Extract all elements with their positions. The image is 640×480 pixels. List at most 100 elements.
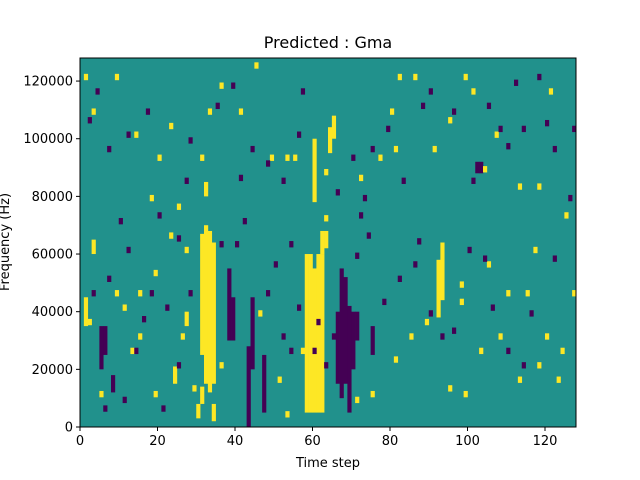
heatmap-high-cell <box>390 108 395 115</box>
heatmap-low-band <box>347 305 352 413</box>
heatmap-high-cell <box>180 333 185 340</box>
x-tick-label: 20 <box>149 434 166 449</box>
x-tick-label: 40 <box>227 434 244 449</box>
y-axis-label: Frequency (Hz) <box>0 193 13 291</box>
heatmap-low-cell <box>506 143 511 150</box>
heatmap-low-cell <box>312 347 317 355</box>
heatmap-low-band <box>99 326 104 370</box>
heatmap-high-cell <box>479 347 484 355</box>
heatmap-high-cell <box>91 108 96 115</box>
heatmap-low-cell <box>382 298 387 306</box>
heatmap-high-cell <box>556 376 561 383</box>
heatmap-high-cell <box>409 333 414 340</box>
heatmap-low-band <box>231 297 236 341</box>
heatmap-low-cell <box>215 102 220 110</box>
heatmap-high-cell <box>517 183 523 190</box>
heatmap-low-band <box>370 326 375 355</box>
heatmap-high-cell <box>258 310 263 317</box>
heatmap-high-cell <box>153 390 158 398</box>
heatmap-low-cell <box>289 241 294 248</box>
heatmap-low-cell <box>428 310 433 317</box>
heatmap-low-cell <box>498 125 503 133</box>
heatmap-high-cell <box>87 318 92 326</box>
heatmap-low-cell <box>506 347 511 355</box>
heatmap-high-cell <box>459 298 464 306</box>
heatmap-high-band <box>184 311 189 327</box>
heatmap-low-cell <box>176 362 182 369</box>
y-axis-ticks: 0 20000 40000 60000 80000 100000 120000 <box>23 75 80 436</box>
heatmap-low-cell <box>440 333 445 340</box>
heatmap-low-cell <box>145 108 151 115</box>
heatmap-low-cell <box>87 117 92 124</box>
heatmap-high-cell <box>537 183 542 190</box>
heatmap-low-cell <box>122 396 127 404</box>
heatmap-low-cell <box>188 137 193 144</box>
heatmap-low-cell <box>355 252 360 259</box>
heatmap-high-cell <box>138 290 143 297</box>
heatmap-low-cell <box>467 246 472 254</box>
heatmap-low-cell <box>91 290 96 297</box>
heatmap-high-cell <box>548 88 554 95</box>
heatmap-low-cell <box>545 119 550 127</box>
heatmap-low-cell <box>188 290 193 297</box>
heatmap-low-cell <box>552 255 557 262</box>
heatmap-low-band <box>355 311 360 341</box>
heatmap-high-cell <box>149 194 154 202</box>
heatmap-high-band <box>312 138 317 203</box>
heatmap-high-cell <box>397 73 402 81</box>
heatmap-low-band <box>343 277 348 384</box>
heatmap-high-cell <box>324 215 329 222</box>
heatmap-low-cell <box>428 88 433 95</box>
heatmap-low-cell <box>366 232 371 239</box>
heatmap-low-cell <box>490 304 495 311</box>
heatmap-low-cell <box>572 125 577 133</box>
heatmap-high-cell <box>370 390 375 398</box>
heatmap-low-cell <box>417 238 422 245</box>
heatmap-high-band <box>320 230 325 255</box>
heatmap-high-band <box>440 242 445 301</box>
heatmap-high-cell <box>269 154 275 161</box>
heatmap-high-cell <box>99 390 104 398</box>
heatmap-low-cell <box>529 310 534 317</box>
heatmap-high-cell <box>506 290 511 297</box>
heatmap-high-cell <box>448 117 453 124</box>
heatmap-low-cell <box>250 145 255 153</box>
heatmap-low-cell <box>370 145 375 153</box>
heatmap-high-band <box>83 297 89 327</box>
heatmap-low-cell <box>537 73 542 81</box>
heatmap-low-cell <box>362 194 368 202</box>
plot-frame <box>79 57 577 428</box>
heatmap-low-cell <box>552 145 557 153</box>
heatmap-low-cell <box>126 246 131 254</box>
heatmap-low-cell <box>452 108 457 115</box>
heatmap-high-cell <box>533 246 538 254</box>
heatmap-low-cell <box>297 131 302 138</box>
heatmap-high-cell <box>138 333 143 340</box>
y-tick-label: 120000 <box>23 75 73 90</box>
heatmap-high-cell <box>459 281 464 288</box>
y-tick-label: 0 <box>65 421 73 436</box>
heatmap-high-band <box>196 403 201 419</box>
heatmap-high-band <box>308 254 313 413</box>
heatmap-high-band <box>204 181 209 197</box>
heatmap-high-cell <box>300 347 306 355</box>
heatmap-low-band <box>246 346 251 427</box>
heatmap-low-cell <box>219 241 224 248</box>
heatmap-high-cell <box>498 333 503 340</box>
heatmap-high-cell <box>424 318 430 326</box>
heatmap-high-cell <box>219 82 224 89</box>
heatmap-low-cell <box>95 88 100 95</box>
heatmap-high-band <box>328 127 333 154</box>
heatmap-high-cell <box>471 88 476 95</box>
heatmap-high-cell <box>572 290 577 297</box>
heatmap-high-cell <box>134 131 139 138</box>
heatmap-low-cell <box>397 275 402 282</box>
heatmap-high-cell <box>537 362 542 369</box>
y-tick-label: 40000 <box>32 305 73 320</box>
heatmap-low-cell <box>118 217 123 225</box>
heatmap-high-cell <box>157 154 162 161</box>
heatmap-high-cell <box>169 122 174 130</box>
heatmap-low-band <box>250 297 255 370</box>
heatmap-low-cell <box>297 304 302 311</box>
heatmap-high-band <box>304 254 309 413</box>
